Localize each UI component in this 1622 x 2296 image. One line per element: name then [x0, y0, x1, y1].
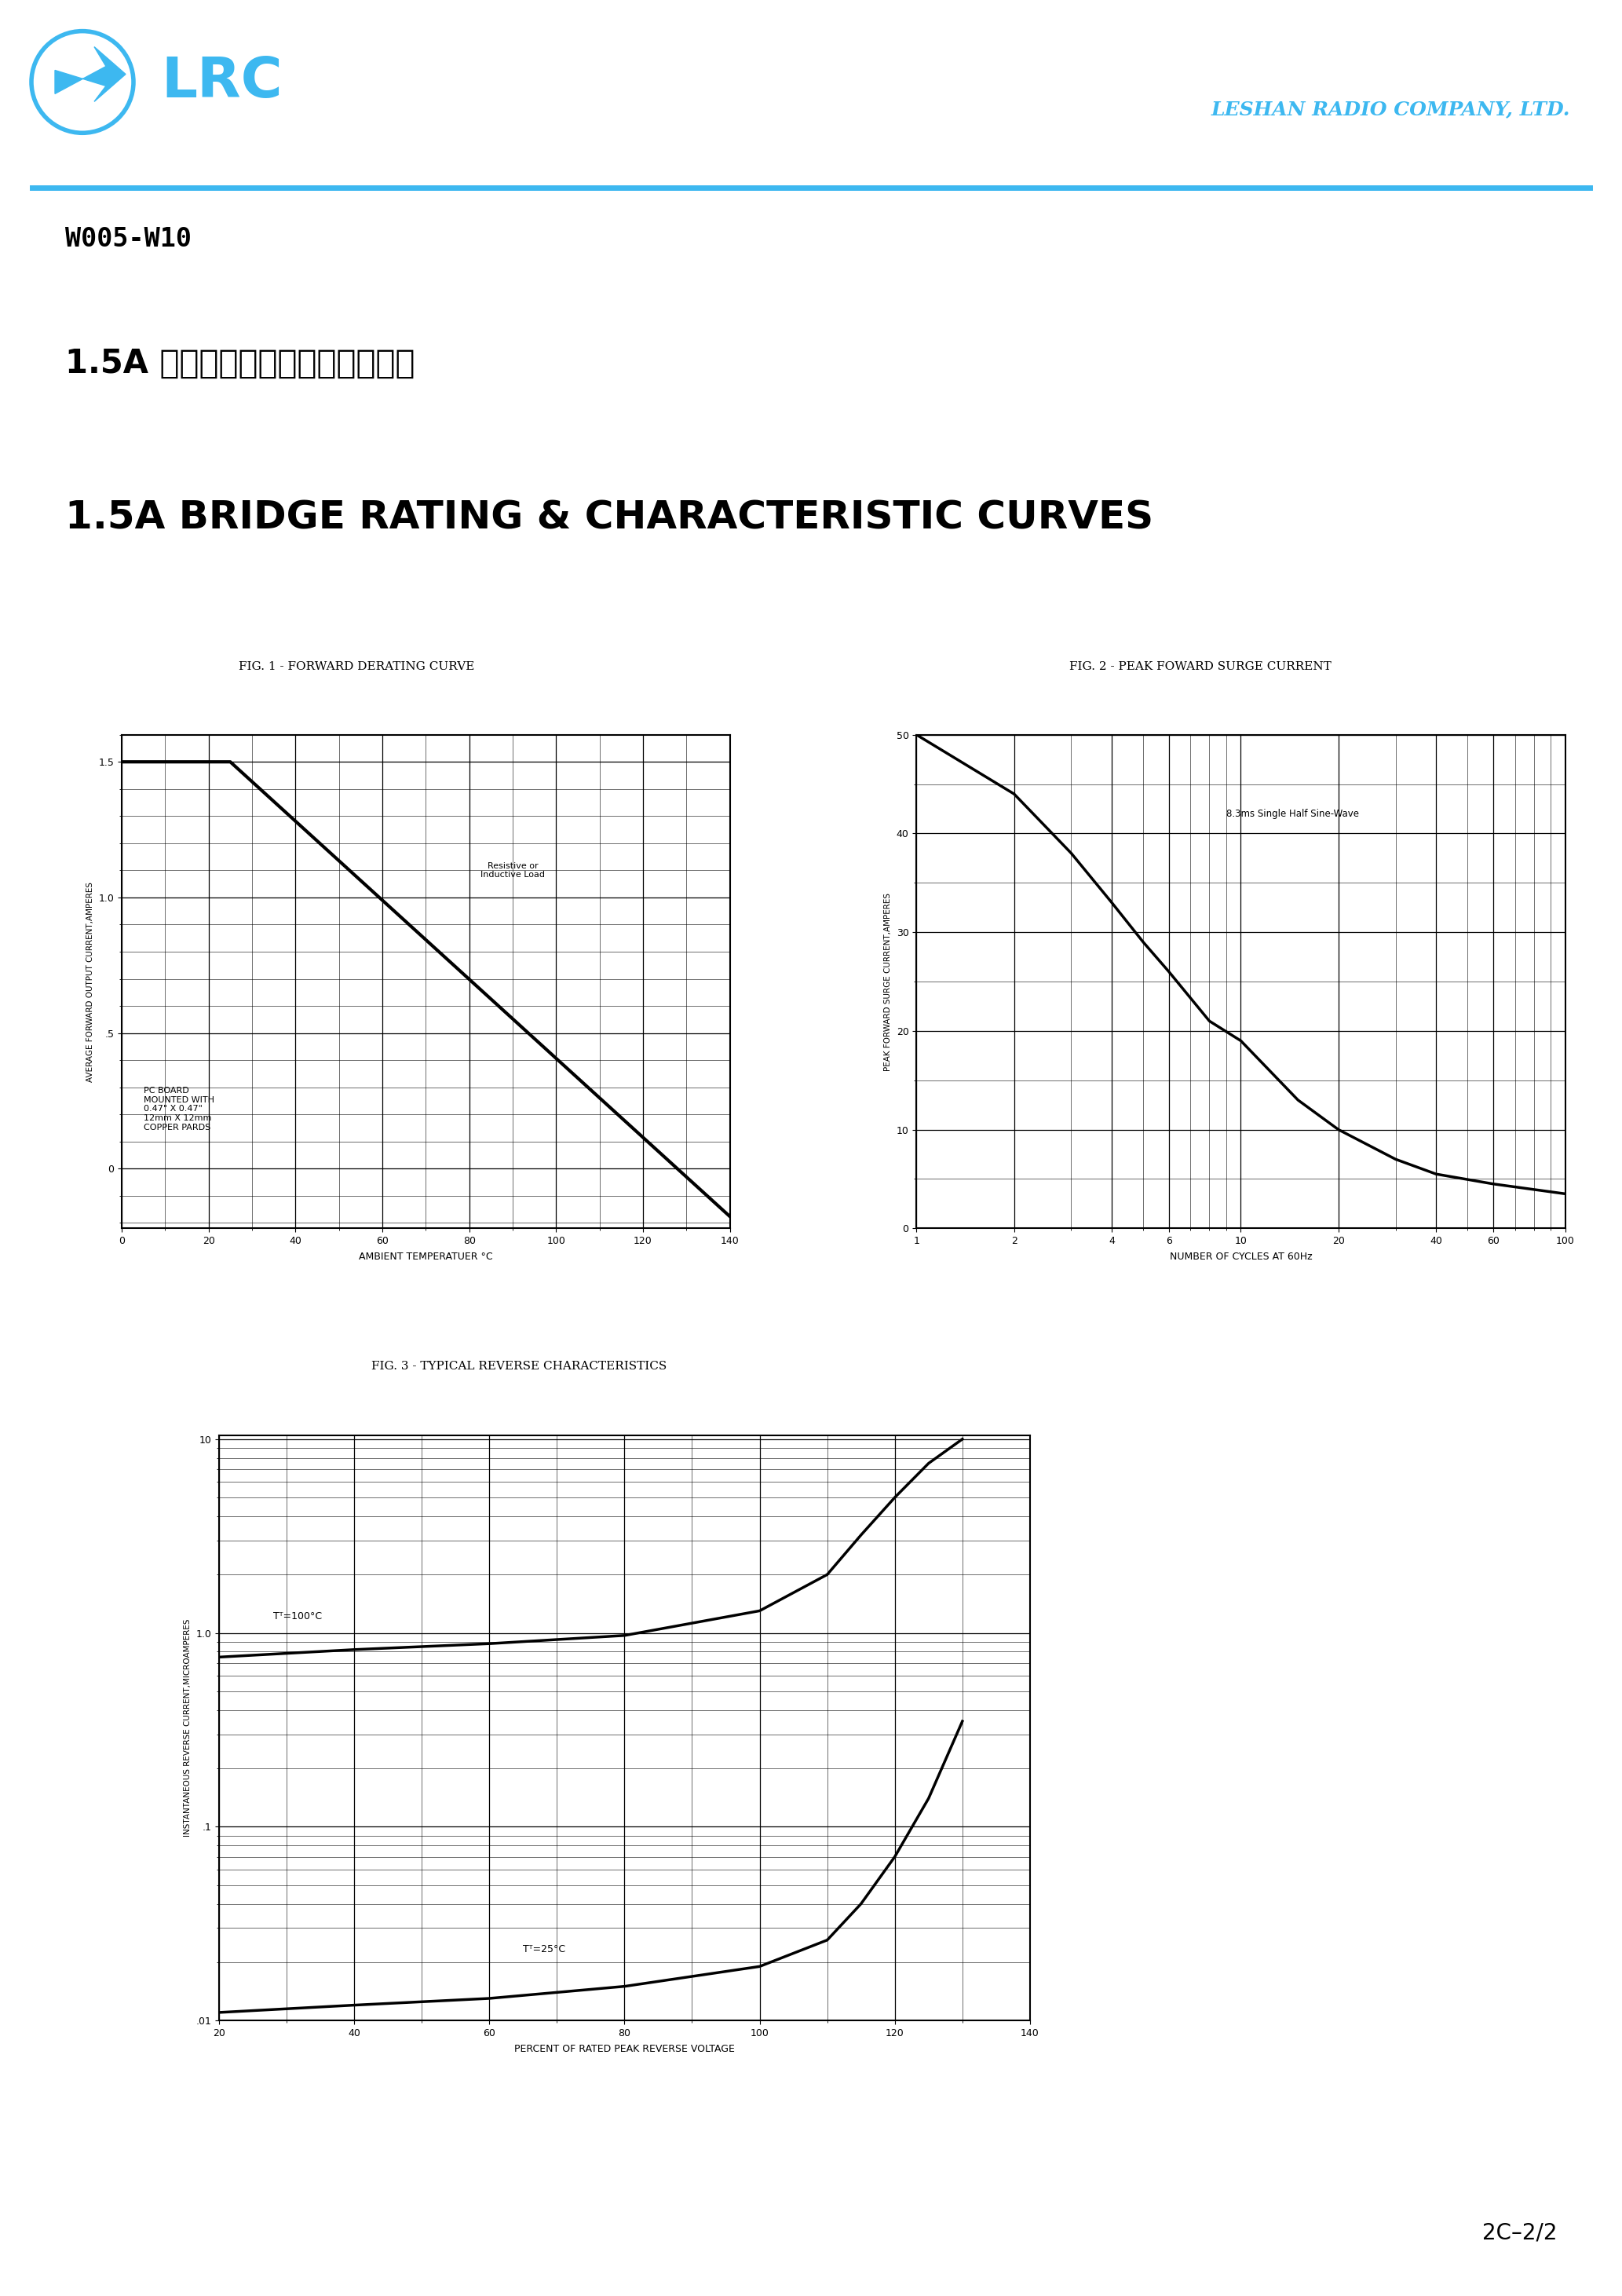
Text: W005-W10: W005-W10	[65, 225, 191, 253]
Text: LESHAN RADIO COMPANY, LTD.: LESHAN RADIO COMPANY, LTD.	[1212, 101, 1570, 119]
Text: FIG. 3 - TYPICAL REVERSE CHARACTERISTICS: FIG. 3 - TYPICAL REVERSE CHARACTERISTICS	[371, 1362, 667, 1371]
Y-axis label: PEAK FORWARD SURGE CURRENT,AMPERES: PEAK FORWARD SURGE CURRENT,AMPERES	[884, 893, 892, 1070]
Text: LRC: LRC	[161, 55, 282, 110]
Text: 1.5A BRIDGE RATING & CHARACTERISTIC CURVES: 1.5A BRIDGE RATING & CHARACTERISTIC CURV…	[65, 498, 1153, 537]
X-axis label: NUMBER OF CYCLES AT 60Hz: NUMBER OF CYCLES AT 60Hz	[1169, 1251, 1312, 1263]
Polygon shape	[55, 46, 125, 101]
Text: FIG. 1 - FORWARD DERATING CURVE: FIG. 1 - FORWARD DERATING CURVE	[238, 661, 475, 673]
Text: Resistive or
Inductive Load: Resistive or Inductive Load	[480, 861, 545, 879]
Text: FIG. 2 - PEAK FOWARD SURGE CURRENT: FIG. 2 - PEAK FOWARD SURGE CURRENT	[1069, 661, 1332, 673]
Text: Tᵀ=25°C: Tᵀ=25°C	[522, 1945, 566, 1954]
Text: Tᵀ=100°C: Tᵀ=100°C	[272, 1612, 321, 1621]
Text: PC BOARD
MOUNTED WITH
0.47" X 0.47"
12mm X 12mm
COPPER PARDS: PC BOARD MOUNTED WITH 0.47" X 0.47" 12mm…	[143, 1086, 214, 1132]
X-axis label: AMBIENT TEMPERATUER °C: AMBIENT TEMPERATUER °C	[358, 1251, 493, 1263]
X-axis label: PERCENT OF RATED PEAK REVERSE VOLTAGE: PERCENT OF RATED PEAK REVERSE VOLTAGE	[514, 2043, 735, 2055]
Y-axis label: AVERAGE FORWARD OUTPUT CURRENT,AMPERES: AVERAGE FORWARD OUTPUT CURRENT,AMPERES	[86, 882, 94, 1081]
Text: 2C–2/2: 2C–2/2	[1483, 2223, 1557, 2243]
Y-axis label: INSTANTANEOUS REVERSE CURRENT,MICROAMPERES: INSTANTANEOUS REVERSE CURRENT,MICROAMPER…	[183, 1619, 191, 1837]
Text: 1.5A 桥式整流器额定値与特性曲线: 1.5A 桥式整流器额定値与特性曲线	[65, 347, 415, 379]
Text: 8.3ms Single Half Sine-Wave: 8.3ms Single Half Sine-Wave	[1226, 808, 1359, 820]
